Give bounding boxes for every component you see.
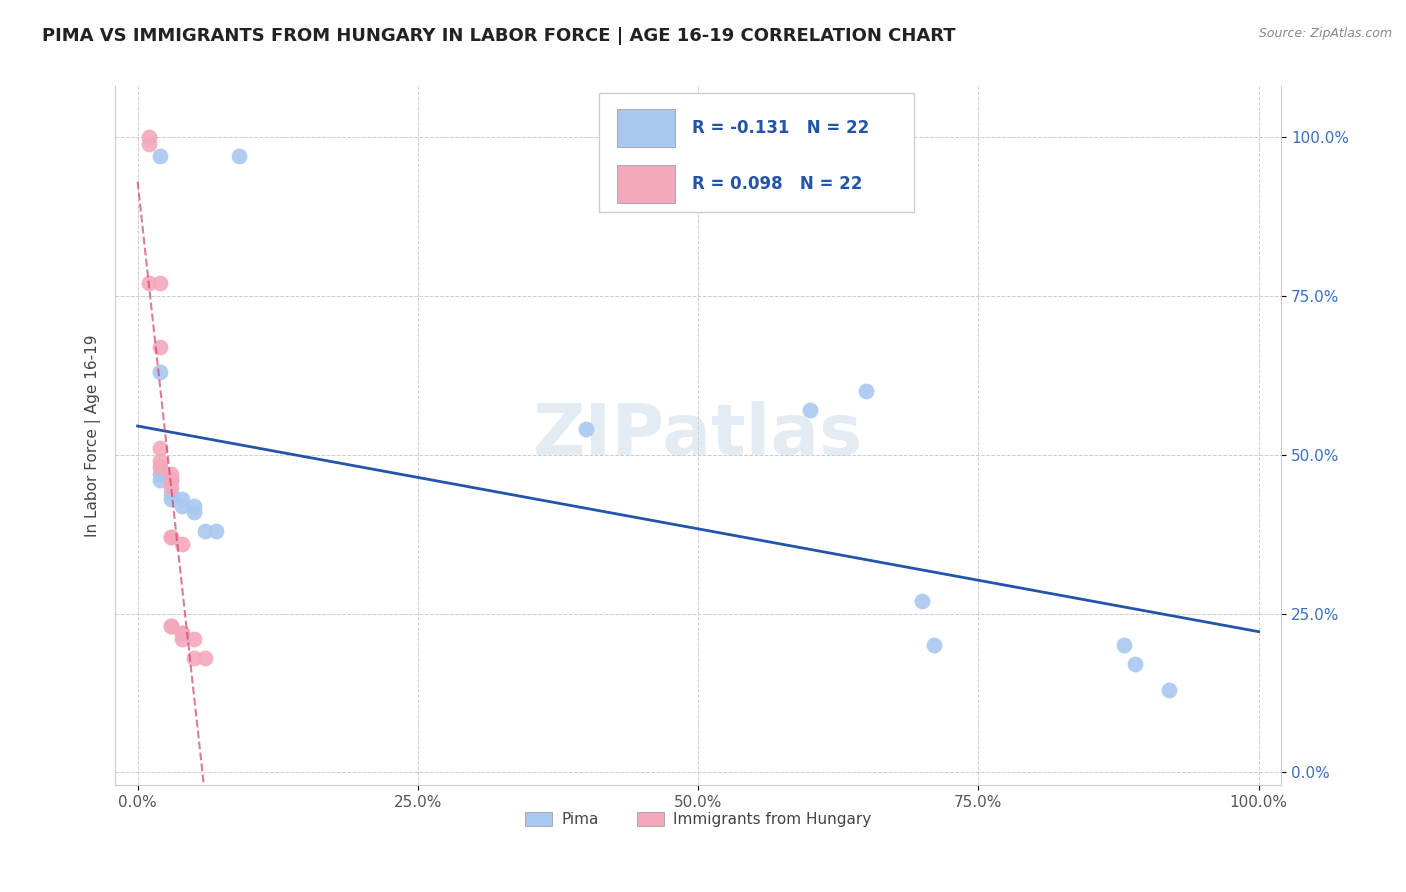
Point: [160, 619, 183, 633]
Point: [149, 365, 172, 379]
Point: [575, 422, 598, 436]
Point: [855, 384, 877, 399]
Point: [799, 403, 821, 417]
FancyBboxPatch shape: [599, 94, 914, 212]
Point: [160, 473, 183, 487]
Point: [149, 277, 172, 291]
Point: [160, 530, 183, 544]
Point: [183, 632, 205, 646]
Point: [138, 136, 160, 151]
Point: [194, 651, 217, 665]
Point: [172, 632, 194, 646]
Point: [160, 467, 183, 481]
FancyBboxPatch shape: [616, 109, 675, 147]
Point: [1125, 657, 1147, 672]
Point: [160, 530, 183, 544]
Point: [172, 537, 194, 551]
Point: [172, 625, 194, 640]
Text: R = 0.098   N = 22: R = 0.098 N = 22: [692, 175, 863, 194]
Point: [194, 524, 217, 538]
Point: [149, 340, 172, 354]
Point: [149, 442, 172, 456]
Point: [160, 486, 183, 500]
Y-axis label: In Labor Force | Age 16-19: In Labor Force | Age 16-19: [86, 334, 101, 537]
FancyBboxPatch shape: [616, 165, 675, 203]
Text: Source: ZipAtlas.com: Source: ZipAtlas.com: [1258, 27, 1392, 40]
Point: [172, 492, 194, 507]
Text: R = -0.131   N = 22: R = -0.131 N = 22: [692, 120, 869, 137]
Legend: Pima, Immigrants from Hungary: Pima, Immigrants from Hungary: [519, 806, 877, 833]
Point: [183, 499, 205, 513]
Point: [149, 149, 172, 163]
Point: [172, 499, 194, 513]
Point: [138, 277, 160, 291]
Point: [1157, 682, 1180, 697]
Point: [149, 473, 172, 487]
Text: ZIPatlas: ZIPatlas: [533, 401, 863, 470]
Point: [149, 460, 172, 475]
Point: [183, 505, 205, 519]
Point: [160, 619, 183, 633]
Point: [911, 594, 934, 608]
Point: [228, 149, 250, 163]
Point: [922, 638, 945, 652]
Point: [172, 625, 194, 640]
Point: [149, 467, 172, 481]
Point: [149, 454, 172, 468]
Point: [1114, 638, 1136, 652]
Point: [160, 473, 183, 487]
Point: [160, 479, 183, 493]
Point: [183, 651, 205, 665]
Text: PIMA VS IMMIGRANTS FROM HUNGARY IN LABOR FORCE | AGE 16-19 CORRELATION CHART: PIMA VS IMMIGRANTS FROM HUNGARY IN LABOR…: [42, 27, 956, 45]
Point: [205, 524, 228, 538]
Point: [160, 492, 183, 507]
Point: [138, 130, 160, 145]
